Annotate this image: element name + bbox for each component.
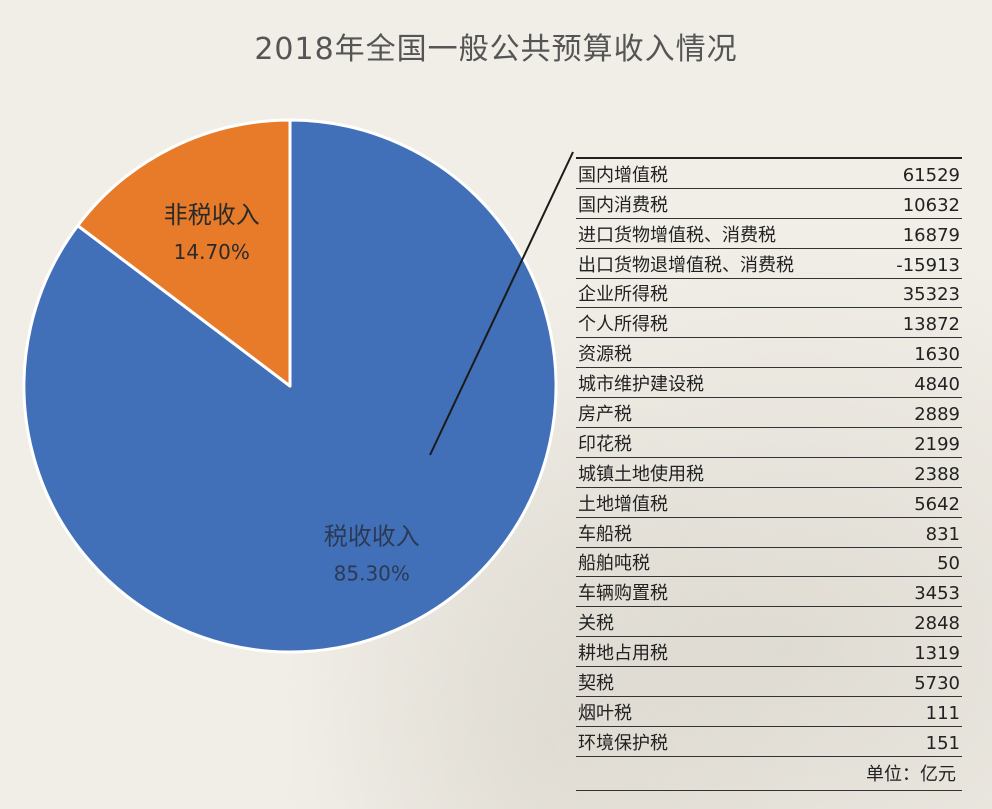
tax-name: 国内增值税 [578, 164, 668, 186]
tax-name: 车船税 [578, 523, 632, 545]
slice-value-0: 85.30% [334, 561, 410, 585]
tax-value: 5642 [914, 493, 960, 515]
tax-name: 城镇土地使用税 [578, 463, 704, 485]
tax-name: 关税 [578, 613, 614, 635]
tax-value: 13872 [902, 314, 960, 336]
tax-name: 个人所得税 [578, 314, 668, 336]
table-row: 国内消费税 10632 [576, 189, 962, 219]
tax-value: 16879 [902, 224, 960, 246]
tax-name: 船舶吨税 [578, 553, 650, 575]
tax-name: 契税 [578, 673, 614, 695]
tax-value: 151 [925, 732, 960, 754]
table-row: 出口货物退增值税、消费税 -15913 [576, 249, 962, 279]
table-row: 车辆购置税 3453 [576, 577, 962, 608]
tax-name: 烟叶税 [578, 702, 632, 724]
tax-name: 出口货物退增值税、消费税 [578, 254, 794, 276]
table-row: 契税 5730 [576, 667, 962, 698]
tax-value: 3453 [914, 583, 960, 605]
tax-name: 土地增值税 [578, 493, 668, 515]
tax-name: 城市维护建设税 [578, 374, 704, 396]
tax-name: 进口货物增值税、消费税 [578, 224, 776, 246]
tax-value: 2848 [914, 613, 960, 635]
table-row: 车船税 831 [576, 518, 962, 548]
tax-name: 国内消费税 [578, 194, 668, 216]
slice-value-1: 14.70% [174, 240, 250, 264]
tax-value: 4840 [914, 374, 960, 396]
slice-label-1: 非税收入 [164, 201, 260, 229]
leader-line [429, 151, 574, 456]
tax-name: 耕地占用税 [578, 643, 668, 665]
table-row: 城镇土地使用税 2388 [576, 458, 962, 488]
table-row: 个人所得税 13872 [576, 308, 962, 339]
tax-value: 61529 [902, 164, 960, 186]
tax-value: 10632 [902, 194, 960, 216]
tax-value: 2889 [914, 404, 960, 426]
table-row: 企业所得税 35323 [576, 279, 962, 309]
tax-value: 5730 [914, 673, 960, 695]
table-row: 进口货物增值税、消费税 16879 [576, 219, 962, 249]
table-row: 土地增值税 5642 [576, 488, 962, 518]
tax-name: 车辆购置税 [578, 583, 668, 605]
tax-name: 环境保护税 [578, 732, 668, 754]
tax-value: 1319 [914, 643, 960, 665]
table-row: 资源税 1630 [576, 338, 962, 369]
tax-name: 企业所得税 [578, 284, 668, 306]
tax-name: 房产税 [578, 404, 632, 426]
table-row: 印花税 2199 [576, 428, 962, 458]
unit-note: 单位：亿元 [576, 757, 962, 791]
tax-value: 831 [925, 523, 960, 545]
tax-breakdown-table: 国内增值税 61529 国内消费税 10632 进口货物增值税、消费税 16879 出口货物… [576, 157, 962, 791]
tax-value: 2199 [914, 433, 960, 455]
tax-name: 资源税 [578, 344, 632, 366]
chart-title: 2018年全国一般公共预算收入情况 [254, 32, 738, 67]
tax-value: 1630 [914, 344, 960, 366]
tax-value: 50 [937, 553, 960, 575]
pie-slice-1 [76, 118, 292, 388]
table-row: 环境保护税 151 [576, 727, 962, 757]
table-row: 耕地占用税 1319 [576, 637, 962, 668]
tax-value: 2388 [914, 463, 960, 485]
tax-value: 111 [925, 702, 960, 724]
table-row: 烟叶税 111 [576, 697, 962, 727]
tax-value: 35323 [902, 284, 960, 306]
table-row: 国内增值税 61529 [576, 159, 962, 189]
tax-value: -15913 [896, 254, 960, 276]
table-row: 船舶吨税 50 [576, 548, 962, 578]
table-row: 城市维护建设税 4840 [576, 368, 962, 399]
tax-name: 印花税 [578, 433, 632, 455]
table-row: 房产税 2889 [576, 398, 962, 429]
table-row: 关税 2848 [576, 607, 962, 638]
slice-label-0: 税收收入 [324, 522, 420, 550]
